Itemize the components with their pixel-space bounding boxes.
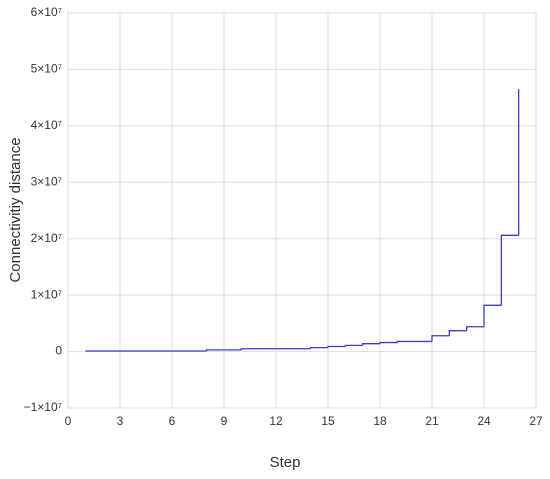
step-segment [483,304,502,327]
step-segment [448,330,467,336]
x-tick-label: 21 [425,414,439,428]
y-tick-label: 1×10⁷ [31,287,62,301]
y-tick-label: 6×10⁷ [31,5,62,19]
x-tick-label: 27 [529,414,543,428]
x-tick-label: 9 [221,414,228,428]
step-segment [344,344,363,347]
step-segment [379,341,398,344]
x-tick-label: 24 [477,414,491,428]
x-tick-label: 15 [321,414,335,428]
x-tick-label: 6 [169,414,176,428]
x-tick-label: 12 [269,414,283,428]
y-tick-label: 5×10⁷ [31,62,62,76]
step-segment [206,349,224,352]
y-tick-label: 3×10⁷ [31,174,62,188]
y-tick-label: −1×10⁷ [24,400,62,414]
x-tick-label: 0 [65,414,72,428]
y-tick-label: 2×10⁷ [31,231,62,245]
step-segment [500,234,519,306]
step-segment [310,346,328,349]
x-tick-label: 3 [117,414,124,428]
step-segment [327,345,346,348]
y-tick-label: 0 [55,344,62,358]
step-segment [240,348,259,350]
step-segment [362,343,380,346]
y-axis-label: Connectivitiy distance [7,137,24,282]
x-tick-label: 18 [373,414,387,428]
y-tick-label: 4×10⁷ [31,118,62,132]
step-segment [431,335,450,342]
step-segment [466,326,484,331]
x-axis-label: Step [270,454,301,471]
step-segment [396,340,415,343]
